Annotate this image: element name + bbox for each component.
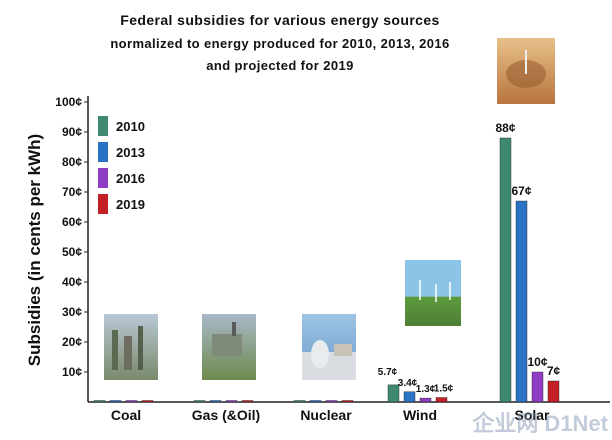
bar-solar-2010	[499, 137, 512, 403]
x-category-label-gasoil: Gas (&Oil)	[192, 407, 260, 423]
data-label-solar-2016: 10¢	[527, 355, 547, 369]
bar-nuclear-2013	[309, 400, 322, 403]
y-tick-label: 90¢	[62, 125, 82, 139]
chart-title-line-3: and projected for 2019	[206, 58, 354, 73]
y-tick-label: 50¢	[62, 245, 82, 259]
bar-gasoil-2013	[209, 400, 222, 403]
bar-wind-2010	[387, 384, 400, 403]
solar-tower-photo	[497, 38, 555, 104]
legend-swatch-2016	[98, 168, 108, 188]
data-label-solar-2019: 7¢	[547, 364, 561, 378]
y-tick-label: 10¢	[62, 365, 82, 379]
y-tick-label: 20¢	[62, 335, 82, 349]
x-category-label-solar: Solar	[514, 407, 550, 423]
nuclear-plant-photo	[302, 314, 356, 380]
bar-wind-2013	[403, 391, 416, 403]
y-tick-label: 30¢	[62, 305, 82, 319]
bar-gasoil-2016	[225, 400, 238, 403]
data-label-solar-2013: 67¢	[511, 184, 531, 198]
bar-nuclear-2016	[325, 400, 338, 403]
legend-label-2016: 2016	[116, 171, 145, 186]
x-category-label-wind: Wind	[403, 407, 437, 423]
legend-swatch-2019	[98, 194, 108, 214]
y-tick-label: 100¢	[55, 95, 82, 109]
bar-solar-2016	[531, 371, 544, 403]
legend-label-2019: 2019	[116, 197, 145, 212]
data-label-solar-2010: 88¢	[495, 121, 515, 135]
gas-plant-photo	[202, 314, 256, 380]
bar-solar-2013	[515, 200, 528, 403]
chart-title-line-2: normalized to energy produced for 2010, …	[110, 36, 450, 51]
y-tick-label: 60¢	[62, 215, 82, 229]
legend-swatch-2010	[98, 116, 108, 136]
bar-wind-2019	[435, 397, 448, 403]
bar-wind-2016	[419, 397, 432, 403]
data-label-wind-2013: 3.4¢	[398, 378, 418, 389]
data-label-wind-2019: 1.5¢	[434, 384, 454, 395]
y-tick-label: 70¢	[62, 185, 82, 199]
watermark: 企业网 D1Net	[472, 411, 608, 436]
data-label-wind-2016: 1.3¢	[416, 384, 436, 395]
wind-farm-photo	[405, 260, 461, 326]
y-tick-label: 80¢	[62, 155, 82, 169]
bar-nuclear-2010	[293, 400, 306, 403]
x-category-label-coal: Coal	[111, 407, 141, 423]
bar-coal-2019	[141, 400, 154, 403]
legend-swatch-2013	[98, 142, 108, 162]
bar-solar-2019	[547, 380, 560, 403]
bar-nuclear-2019	[341, 400, 354, 403]
y-tick-label: 40¢	[62, 275, 82, 289]
bar-gasoil-2019	[241, 400, 254, 403]
bar-coal-2016	[125, 400, 138, 403]
legend-label-2010: 2010	[116, 119, 145, 134]
coal-plant-photo	[104, 314, 158, 380]
bar-coal-2010	[93, 400, 106, 403]
x-category-label-nuclear: Nuclear	[300, 407, 352, 423]
bar-gasoil-2010	[193, 400, 206, 403]
y-axis-label: Subsidies (in cents per kWh)	[25, 134, 44, 366]
legend-label-2013: 2013	[116, 145, 145, 160]
data-label-wind-2010: 5.7¢	[378, 367, 398, 378]
chart-title-line-1: Federal subsidies for various energy sou…	[120, 12, 440, 28]
bar-coal-2013	[109, 400, 122, 403]
